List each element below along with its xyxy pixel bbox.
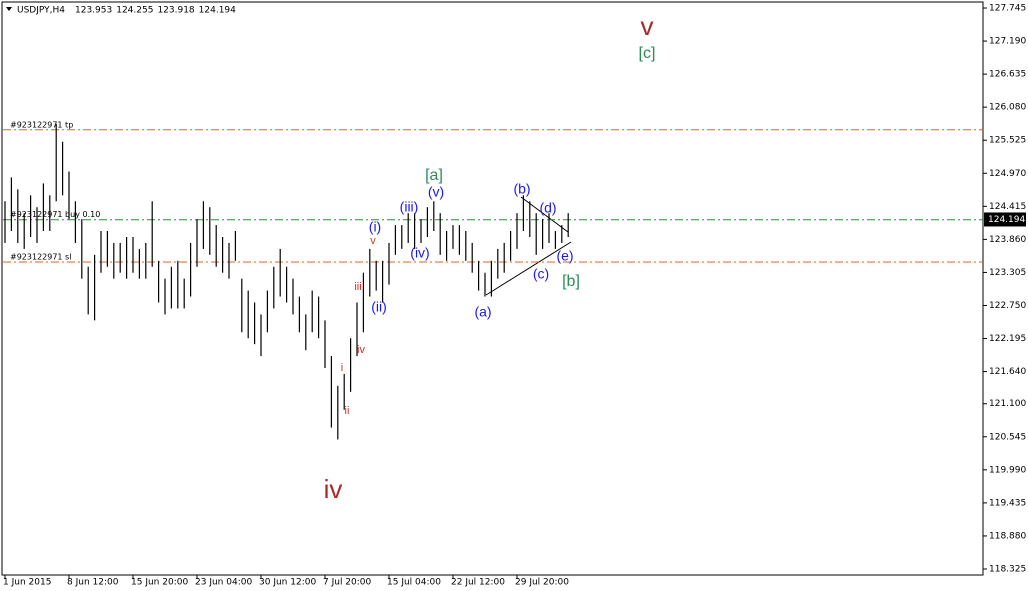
wave-label: (d)	[539, 200, 556, 216]
wave-label: ii	[345, 405, 350, 417]
wave-label: iii	[354, 281, 361, 293]
y-tick-label: 119.435	[989, 498, 1026, 508]
wave-label: [a]	[425, 167, 443, 184]
y-tick-label: 126.080	[989, 103, 1026, 113]
wave-label: v	[641, 11, 654, 41]
header-value: 123.918	[157, 6, 194, 16]
y-tick-label: 125.525	[989, 136, 1026, 146]
y-tick-label: 126.635	[989, 70, 1026, 80]
x-tick-label: 23 Jun 04:00	[195, 578, 252, 588]
menu-arrow	[6, 7, 12, 11]
trendline	[485, 241, 572, 296]
wave-label: [c]	[639, 45, 656, 62]
wave-label: v	[370, 235, 376, 247]
x-tick-label: 29 Jul 20:00	[515, 578, 569, 588]
y-tick-label: 123.305	[989, 268, 1026, 278]
wave-label: (b)	[513, 181, 530, 197]
y-tick-label: 119.990	[989, 465, 1026, 475]
x-tick-label: 15 Jun 20:00	[131, 578, 188, 588]
y-tick-label: 127.745	[989, 4, 1026, 14]
trendline	[520, 196, 569, 233]
wave-label: (c)	[533, 266, 549, 282]
y-tick-label: 123.860	[989, 235, 1026, 245]
plot-frame	[1, 1, 984, 576]
y-tick-label: 122.195	[989, 334, 1026, 344]
header-value: 124.194	[199, 6, 236, 16]
y-tick-label: 124.415	[989, 202, 1026, 212]
wave-label: (i)	[369, 219, 381, 235]
wave-label: (ii)	[371, 299, 387, 315]
x-tick-label: 22 Jul 12:00	[451, 578, 505, 588]
wave-label: iv	[324, 474, 343, 504]
wave-label: (v)	[428, 184, 444, 200]
last-price-box	[984, 212, 1026, 227]
x-tick-label: 30 Jun 12:00	[259, 578, 316, 588]
x-tick-label: 1 Jun 2015	[3, 578, 51, 588]
y-tick-label: 121.100	[989, 399, 1026, 409]
y-tick-label: 122.750	[989, 301, 1026, 311]
y-tick-label: 124.970	[989, 169, 1026, 179]
y-tick-label: 127.190	[989, 37, 1026, 47]
wave-label: iv	[357, 344, 365, 356]
order-label: #923122971 tp	[10, 120, 73, 129]
y-tick-label: 118.325	[989, 564, 1026, 574]
order-label: #923122971 buy 0.10	[10, 210, 100, 219]
wave-label: (a)	[474, 304, 491, 320]
x-tick-label: 7 Jul 20:00	[323, 578, 372, 588]
wave-label: [b]	[562, 273, 580, 290]
wave-label: (iv)	[410, 245, 429, 261]
y-tick-label: 121.640	[989, 367, 1026, 377]
wave-label: (iii)	[400, 199, 419, 215]
x-tick-label: 8 Jun 12:00	[67, 578, 119, 588]
x-tick-label: 15 Jul 04:00	[387, 578, 441, 588]
y-tick-label: 118.880	[989, 531, 1026, 541]
header-value: 124.255	[116, 6, 153, 16]
header-value: 123.953	[75, 6, 112, 16]
wave-label: (e)	[556, 248, 573, 264]
order-label: #923122971 sl	[10, 252, 71, 261]
y-tick-label: 120.545	[989, 432, 1026, 442]
wave-label: i	[341, 362, 343, 374]
chart-title: USDJPY,H4	[17, 6, 65, 16]
last-price-label: 124.194	[988, 215, 1025, 225]
